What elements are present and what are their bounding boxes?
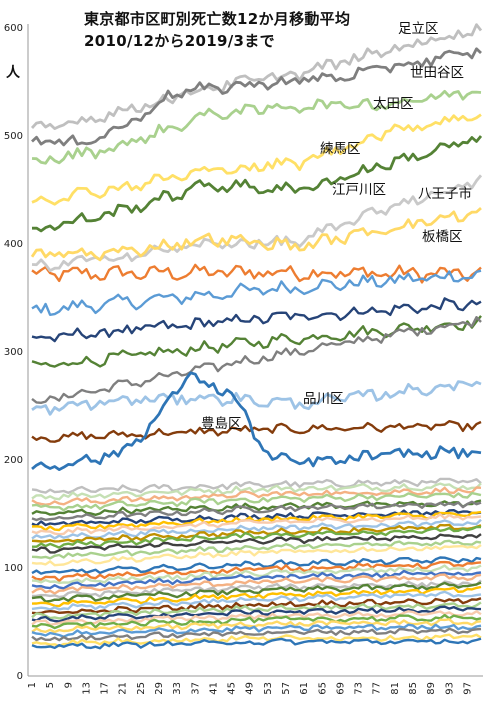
x-tick-label: 97	[462, 682, 473, 695]
y-axis-unit: 人	[6, 65, 20, 81]
series-line-municipality	[31, 482, 482, 501]
series-line-municipality	[31, 573, 482, 595]
x-tick-label: 29	[154, 682, 165, 695]
series-line-municipality	[31, 590, 482, 611]
label-toshima: 豊島区	[201, 416, 242, 432]
chart-title: 東京都市区町別死亡数12か月移動平均	[84, 10, 351, 28]
y-tick-label: 0	[17, 671, 23, 682]
series-line-municipality	[31, 316, 482, 404]
x-tick-label: 49	[245, 682, 256, 695]
series-line	[31, 371, 482, 471]
series-line-municipality	[31, 605, 482, 623]
series-line-municipality	[31, 269, 482, 316]
series-line-municipality	[31, 491, 482, 512]
series-line-municipality	[31, 539, 482, 560]
x-tick-label: 41	[208, 682, 219, 695]
series-line	[31, 174, 483, 272]
series-line-municipality	[31, 509, 482, 527]
series-line	[31, 113, 482, 206]
x-tick-label: 81	[390, 682, 401, 695]
series-line-municipality	[31, 420, 482, 443]
chart-subtitle: 2010/12から2019/3まで	[84, 32, 275, 50]
series-line-municipality	[31, 560, 482, 582]
x-tick-label: 13	[81, 682, 92, 695]
x-tick-label: 45	[227, 682, 238, 695]
x-tick-label: 57	[281, 682, 292, 695]
x-tick-label: 21	[118, 682, 129, 695]
x-tick-label: 73	[354, 682, 365, 695]
series-line-municipality	[31, 297, 482, 343]
series-line-municipality	[31, 633, 482, 648]
series-line-municipality	[32, 525, 482, 549]
x-tick-label: 53	[263, 682, 274, 695]
series-line	[31, 47, 482, 147]
series-line	[31, 89, 482, 165]
label-adachi: 足立区	[398, 21, 439, 37]
series-line-municipality	[31, 315, 482, 368]
y-tick-label: 400	[4, 239, 23, 250]
x-tick-label: 17	[100, 682, 111, 695]
x-tick-label: 37	[190, 682, 201, 695]
series-line-municipality	[31, 477, 482, 494]
series-line	[31, 380, 482, 416]
y-tick-label: 500	[4, 131, 23, 142]
x-tick-label: 77	[372, 682, 383, 695]
series-line-municipality	[31, 627, 482, 642]
series-line	[30, 23, 483, 130]
series-line-municipality	[31, 523, 482, 543]
series-line	[30, 207, 482, 262]
series-line-municipality	[31, 618, 482, 634]
series-line	[31, 135, 483, 233]
series-line-municipality	[31, 637, 482, 650]
series-line-municipality	[31, 623, 482, 638]
label-shinagawa: 品川区	[303, 391, 344, 407]
label-hachioji: 八王子市	[418, 186, 472, 202]
x-tick-label: 9	[63, 682, 74, 688]
x-tick-label: 25	[136, 682, 147, 695]
x-tick-label: 1	[27, 682, 38, 688]
series-line-municipality	[31, 597, 482, 615]
label-setagaya: 世田谷区	[410, 65, 464, 81]
series-line-municipality	[31, 499, 482, 516]
series-line-municipality	[31, 263, 482, 284]
series-line-municipality	[31, 544, 482, 567]
label-edogawa: 江戸川区	[332, 182, 386, 198]
label-nerima: 練馬区	[320, 141, 361, 157]
x-tick-label: 33	[172, 682, 183, 695]
series-line-municipality	[31, 610, 482, 626]
series-line-municipality	[31, 513, 482, 536]
y-tick-label: 200	[4, 455, 23, 466]
series-line-municipality	[31, 581, 482, 603]
series-lines	[30, 23, 483, 650]
series-line-municipality	[31, 500, 482, 522]
x-tick-label: 5	[45, 682, 56, 688]
y-tick-label: 300	[4, 347, 23, 358]
label-ota: 太田区	[373, 96, 414, 112]
x-tick-label: 61	[299, 682, 310, 695]
x-tick-label: 93	[444, 682, 455, 695]
series-line-municipality	[31, 518, 482, 540]
x-tick-label: 85	[408, 682, 419, 695]
series-line-municipality	[31, 579, 482, 599]
series-line-municipality	[31, 601, 482, 620]
series-line-municipality	[31, 613, 482, 630]
y-tick-label: 600	[4, 23, 23, 34]
series-line-municipality	[31, 585, 482, 608]
series-line-municipality	[31, 533, 482, 554]
series-line-municipality	[31, 486, 482, 506]
label-itabashi: 板橋区	[422, 229, 463, 245]
series-line-municipality	[31, 564, 482, 585]
series-line-municipality	[31, 556, 482, 575]
y-tick-label: 100	[4, 563, 23, 574]
x-tick-label: 89	[426, 682, 437, 695]
axes: 0 100 200 300 400 500 600 1 5 9 13 17 21 25 29 33 37 41 45…	[4, 23, 483, 695]
x-tick-label: 69	[335, 682, 346, 695]
series-line-municipality	[31, 569, 482, 590]
x-tick-label: 65	[317, 682, 328, 695]
